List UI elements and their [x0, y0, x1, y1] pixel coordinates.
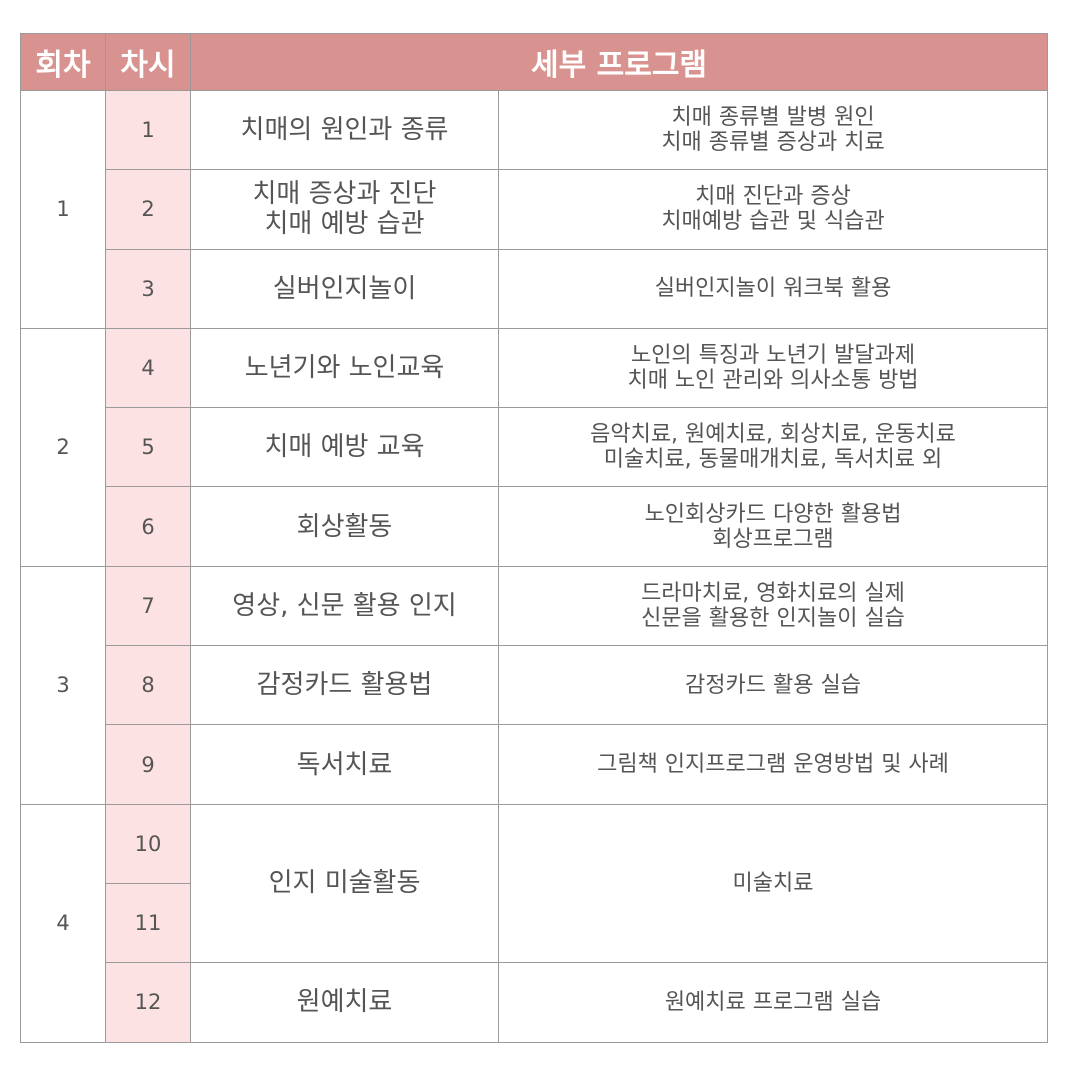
detail-line: 치매 진단과 증상 [695, 184, 851, 210]
detail-line: 실버인지놀이 워크북 활용 [654, 276, 892, 302]
detail-line: 신문을 활용한 인지놀이 실습 [641, 605, 905, 631]
session-cell: 10 [105, 803, 191, 884]
table-row: 2 4 노년기와 노인교육 노인의 특징과 노년기 발달과제 치매 노인 관리와 의사소… [20, 327, 1049, 567]
session-cell: 11 [105, 882, 191, 964]
program-cell: 치매의 원인과 종류 [190, 89, 499, 171]
program-cell: 회상활동 [190, 486, 499, 567]
program-cell: 영상, 신문 활용 인지 [190, 565, 499, 647]
program-cell: 치매 예방 교육 [190, 407, 499, 488]
session-cell: 9 [105, 724, 191, 805]
detail-line: 원예치료 프로그램 실습 [664, 989, 882, 1015]
detail-line: 감정카드 활용 실습 [685, 672, 861, 698]
table-row: 12 원예치료 원예치료 프로그램 실습 [21, 962, 1049, 1043]
program-title-line: 치매 증상과 진단 [252, 179, 437, 210]
table-row: 1 1 치매의 원인과 종류 치매 종류별 발병 원인 치매 종류별 증상과 치료 [20, 89, 1049, 329]
table-row: 3 7 영상, 신문 활용 인지 드라마치료, 영화치료의 실제 신문을 활용한 인지놀… [20, 565, 1049, 805]
detail-line: 미술치료, 동물매개치료, 독서치료 외 [603, 447, 943, 473]
detail-cell: 실버인지놀이 워크북 활용 [497, 248, 1049, 329]
table-row: 6 회상활동 노인회상카드 다양한 활용법 회상프로그램 [21, 486, 1049, 567]
detail-line: 치매 종류별 증상과 치료 [661, 130, 885, 156]
detail-line: 치매예방 습관 및 식습관 [661, 209, 885, 235]
program-cell: 감정카드 활용법 [190, 645, 499, 726]
detail-line: 미술치료 [732, 870, 814, 896]
detail-cell: 노인의 특징과 노년기 발달과제 치매 노인 관리와 의사소통 방법 [497, 327, 1049, 409]
table-row: 5 치매 예방 교육 음악치료, 원예치료, 회상치료, 운동치료 미술치료, 동물매… [21, 407, 1049, 488]
program-title-line: 인지 미술활동 [268, 868, 421, 899]
session-cell: 3 [105, 248, 191, 329]
program-cell: 인지 미술활동 [190, 803, 499, 964]
session-cell: 6 [105, 486, 191, 567]
detail-cell: 감정카드 활용 실습 [497, 645, 1049, 726]
header-session: 차시 [105, 33, 191, 91]
program-title-line: 원예치료 [296, 987, 393, 1018]
detail-cell: 치매 종류별 발병 원인 치매 종류별 증상과 치료 [497, 89, 1049, 171]
round-cell: 3 [20, 565, 106, 805]
detail-cell: 그림책 인지프로그램 운영방법 및 사례 [497, 724, 1049, 805]
round-cell: 1 [20, 90, 106, 329]
detail-cell: 미술치료 [497, 803, 1049, 964]
program-title-line: 실버인지놀이 [272, 273, 417, 304]
program-cell: 원예치료 [190, 962, 499, 1043]
session-cell: 5 [105, 407, 191, 488]
program-schedule-table: 회차 차시 세부 프로그램 1 1 치매의 원인과 종류 치매 종류별 발병 원인 치매… [20, 33, 1049, 1043]
program-title-line: 노년기와 노인교육 [244, 353, 445, 384]
table-row: 9 독서치료 그림책 인지프로그램 운영방법 및 사례 [21, 724, 1049, 805]
detail-cell: 치매 진단과 증상 치매예방 습관 및 식습관 [497, 169, 1049, 250]
table-row: 8 감정카드 활용법 감정카드 활용 실습 [21, 645, 1049, 726]
program-cell: 실버인지놀이 [190, 248, 499, 329]
detail-line: 노인의 특징과 노년기 발달과제 [630, 343, 916, 369]
session-cell: 7 [105, 565, 191, 647]
table-row: 4 10 인지 미술활동 미술치료 [20, 803, 1049, 1043]
program-title-line: 회상활동 [296, 511, 393, 542]
detail-line: 치매 노인 관리와 의사소통 방법 [627, 368, 919, 394]
program-title-line: 치매 예방 교육 [264, 432, 425, 463]
detail-line: 회상프로그램 [712, 526, 834, 552]
session-cell: 1 [105, 89, 191, 171]
table-row: 3 실버인지놀이 실버인지놀이 워크북 활용 [21, 248, 1049, 329]
header-program: 세부 프로그램 [189, 33, 1049, 91]
detail-cell: 노인회상카드 다양한 활용법 회상프로그램 [497, 486, 1049, 567]
program-title-line: 독서치료 [296, 749, 393, 780]
detail-line: 노인회상카드 다양한 활용법 [644, 501, 902, 527]
session-cell: 12 [105, 962, 191, 1043]
table-row: 2 치매 증상과 진단 치매 예방 습관 치매 진단과 증상 치매예방 습관 및 식습관 [21, 169, 1049, 250]
program-title-line: 감정카드 활용법 [256, 670, 433, 701]
detail-line: 그림책 인지프로그램 운영방법 및 사례 [597, 752, 949, 778]
detail-line: 드라마치료, 영화치료의 실제 [641, 580, 905, 606]
header-row: 회차 차시 세부 프로그램 [20, 33, 1049, 91]
detail-line: 치매 종류별 발병 원인 [671, 105, 875, 131]
program-title-line: 치매의 원인과 종류 [240, 115, 449, 146]
session-cell: 4 [105, 327, 191, 409]
round-cell: 2 [20, 327, 106, 567]
session-cell: 2 [105, 169, 191, 250]
detail-line: 음악치료, 원예치료, 회상치료, 운동치료 [590, 422, 956, 448]
session-cell: 8 [105, 645, 191, 726]
table-row: 11 [21, 882, 1048, 964]
round-cell: 4 [20, 803, 106, 1043]
program-title-line: 치매 예방 습관 [264, 209, 425, 240]
detail-cell: 원예치료 프로그램 실습 [497, 962, 1049, 1043]
header-round: 회차 [20, 33, 106, 91]
detail-cell: 드라마치료, 영화치료의 실제 신문을 활용한 인지놀이 실습 [497, 565, 1049, 647]
program-title-line: 영상, 신문 활용 인지 [232, 590, 457, 621]
program-cell: 치매 증상과 진단 치매 예방 습관 [190, 169, 499, 250]
detail-cell: 음악치료, 원예치료, 회상치료, 운동치료 미술치료, 동물매개치료, 독서치료… [497, 407, 1049, 488]
program-cell: 노년기와 노인교육 [190, 327, 499, 409]
program-cell: 독서치료 [190, 724, 499, 805]
